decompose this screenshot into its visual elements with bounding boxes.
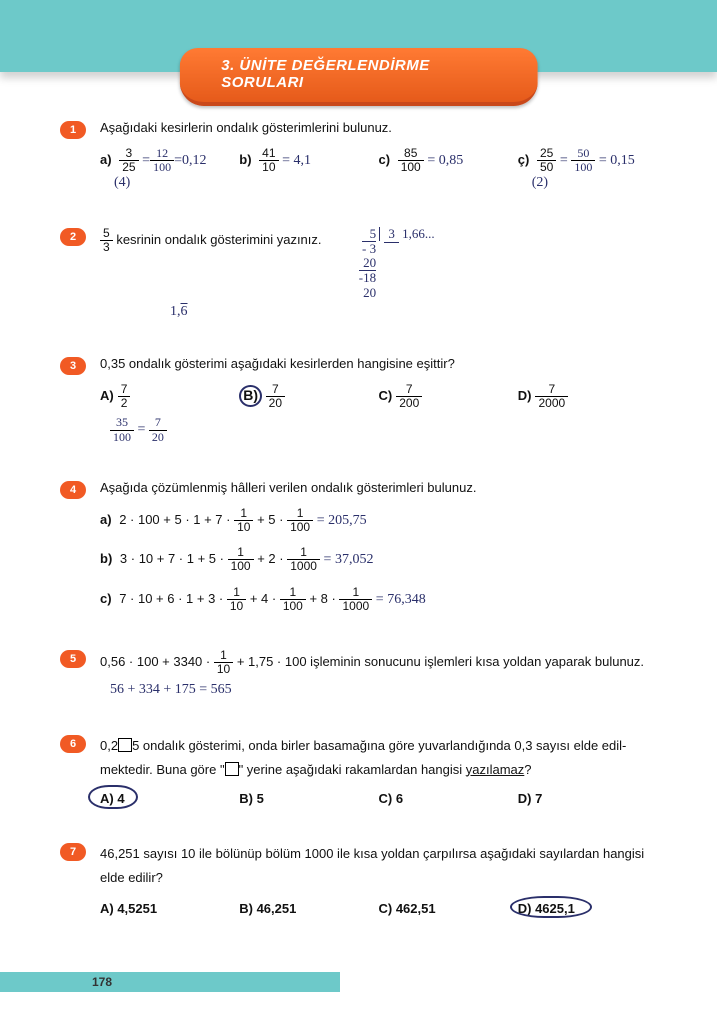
q3b-circle: B) [239, 385, 262, 407]
q6-l2-post: " yerine aşağıdaki rakamlardan hangisi [239, 762, 466, 777]
q1c-num: 85 [398, 147, 424, 161]
q1d-den: 50 [537, 161, 556, 174]
q1d-hw-below: (2) [532, 175, 657, 191]
q4b-hw: = 37,052 [324, 552, 374, 567]
q1c-label: c) [379, 152, 391, 167]
q5-expr-pre: 0,56 · 100 + 3340 · [100, 654, 214, 669]
q1a-num: 3 [119, 147, 138, 161]
q2-answer: 1,6 [170, 304, 657, 320]
q7-opt-a: A) 4,5251 [100, 901, 157, 916]
q6-opt-d: D) 7 [518, 791, 543, 806]
q4a-hw: = 205,75 [317, 513, 367, 528]
q2-long-division: 5 - 3 20 -18 20 3 1,66... [359, 227, 435, 300]
question-6: 6 0,2 5 ondalık gösterimi, onda birler ba… [60, 734, 657, 806]
q3a-label: A) [100, 388, 114, 403]
placeholder-box-icon [225, 762, 239, 776]
q2-prompt: kesrinin ondalık gösterimini yazınız. [116, 232, 321, 247]
page-content: 1 Aşağıdaki kesirlerin ondalık gösteriml… [0, 72, 717, 916]
q1d-label: ç) [518, 152, 530, 167]
q-badge: 3 [60, 357, 86, 375]
q-badge: 6 [60, 735, 86, 753]
q1a-hw: =12100=0,12 [142, 153, 206, 168]
q1a-label: a) [100, 152, 112, 167]
q1b-hw: = 4,1 [282, 153, 311, 168]
question-3: 3 0,35 ondalık gösterimi aşağıdaki kesir… [60, 356, 657, 444]
q2-num: 5 [100, 227, 113, 241]
q6-l1-pre: 0,2 [100, 738, 118, 753]
q1b-label: b) [239, 152, 251, 167]
q1-parts: a) 325 =12100=0,12 (4) b) 4110 = 4,1 c) … [100, 147, 657, 191]
q6-l2-pre: mektedir. Buna göre " [100, 762, 225, 777]
q6-l1-post: 5 ondalık gösterimi, onda birler basamağ… [132, 738, 626, 753]
q1d-num: 25 [537, 147, 556, 161]
unit-header: 3. ÜNİTE DEĞERLENDİRME SORULARI [179, 48, 538, 106]
q2-den: 3 [100, 241, 113, 254]
question-4: 4 Aşağıda çözümlenmiş hâlleri verilen on… [60, 480, 657, 613]
q1a-hw-below: (4) [114, 175, 239, 191]
q1a-den: 25 [119, 161, 138, 174]
q3c-label: C) [379, 388, 393, 403]
q3-prompt: 0,35 ondalık gösterimi aşağıdaki kesirle… [100, 356, 657, 371]
q4c-label: c) [100, 591, 112, 606]
q7-prompt: 46,251 sayısı 10 ile bölünüp bölüm 1000 … [100, 842, 657, 889]
q6-opt-c: C) 6 [379, 791, 404, 806]
q-badge: 7 [60, 843, 86, 861]
q7-opt-b: B) 46,251 [239, 901, 296, 916]
q1-prompt: Aşağıdaki kesirlerin ondalık gösterimler… [100, 120, 657, 135]
q-badge: 1 [60, 121, 86, 139]
q7-opt-c: C) 462,51 [379, 901, 436, 916]
question-7: 7 46,251 sayısı 10 ile bölünüp bölüm 100… [60, 842, 657, 916]
q5-hw: 56 + 334 + 175 = 565 [110, 682, 657, 698]
q3d-label: D) [518, 388, 532, 403]
q1b-den: 10 [259, 161, 278, 174]
q4a-label: a) [100, 512, 112, 527]
question-1: 1 Aşağıdaki kesirlerin ondalık gösteriml… [60, 120, 657, 191]
q5-expr-post: + 1,75 · 100 işleminin sonucunu işlemler… [233, 654, 644, 669]
q-badge: 4 [60, 481, 86, 499]
q-badge: 5 [60, 650, 86, 668]
q4b-label: b) [100, 551, 112, 566]
placeholder-box-icon [118, 738, 132, 752]
q3-work: 35100 = 720 [110, 416, 657, 443]
q1d-hw: = 50100 = 0,15 [560, 153, 635, 168]
q1b-num: 41 [259, 147, 278, 161]
q6-opt-a: A) 4 [100, 791, 125, 806]
page-footer: 178 [0, 972, 340, 992]
q6-l2-u: yazılamaz [466, 762, 525, 777]
page-number: 178 [92, 975, 112, 989]
q6-opt-b: B) 5 [239, 791, 264, 806]
q4c-hw: = 76,348 [376, 592, 426, 607]
q1c-hw: = 0,85 [427, 153, 463, 168]
q-badge: 2 [60, 228, 86, 246]
q7-opt-d: D) 4625,1 [518, 901, 575, 916]
question-2: 2 53 kesrinin ondalık gösterimini yazını… [60, 227, 657, 320]
question-5: 5 0,56 · 100 + 3340 · 110 + 1,75 · 100 i… [60, 649, 657, 698]
q4-prompt: Aşağıda çözümlenmiş hâlleri verilen onda… [100, 480, 657, 495]
q1c-den: 100 [398, 161, 424, 174]
